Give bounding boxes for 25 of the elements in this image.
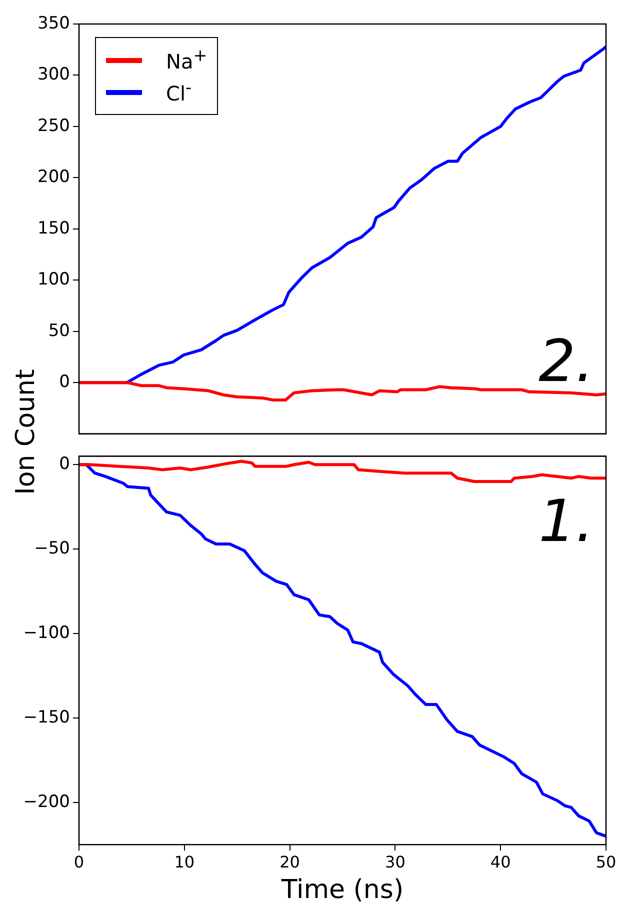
x-axis-title: Time (ns) — [280, 875, 404, 906]
y-tick-label: 50 — [48, 320, 70, 341]
x-tick-label: 20 — [280, 852, 300, 872]
y-tick-label: 150 — [38, 218, 70, 238]
annotation: 1. — [538, 487, 594, 556]
x-tick-label: 0 — [74, 852, 84, 872]
y-tick-label: −200 — [23, 792, 70, 812]
x-tick-label: 10 — [174, 852, 195, 872]
annotation: 2. — [538, 326, 594, 395]
y-tick-label: −100 — [23, 622, 70, 643]
y-tick-label: 100 — [38, 270, 70, 290]
x-tick-label: 50 — [596, 852, 616, 872]
y-tick-label: 200 — [38, 167, 70, 188]
x-tick-label: 30 — [385, 852, 406, 872]
y-tick-label: −150 — [23, 707, 70, 728]
y-tick-label: 250 — [38, 116, 70, 136]
legend-label: Na$^{+}$ — [166, 46, 208, 74]
x-tick-label: 40 — [490, 852, 511, 872]
y-tick-label: 0 — [59, 372, 70, 392]
y-tick-label: 0 — [59, 454, 70, 474]
legend-label: Cl$^{-}$ — [166, 78, 192, 106]
y-axis-title: Ion Count — [11, 369, 41, 495]
y-tick-label: −50 — [34, 538, 70, 558]
y-tick-label: 300 — [38, 64, 70, 85]
y-tick-label: 350 — [38, 13, 70, 34]
